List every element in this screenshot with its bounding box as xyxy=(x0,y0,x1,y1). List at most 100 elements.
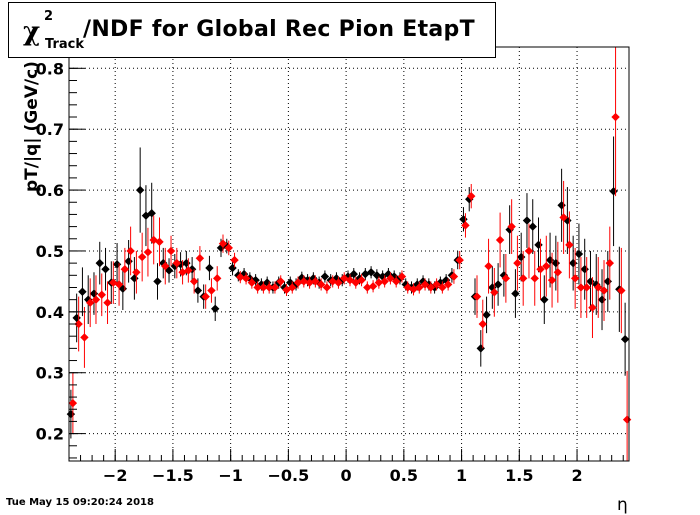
data-point xyxy=(334,278,343,287)
data-point xyxy=(565,240,574,250)
series-red xyxy=(68,47,632,461)
data-point xyxy=(594,283,603,292)
data-point xyxy=(605,258,614,268)
grid-lines xyxy=(69,47,629,461)
data-point xyxy=(540,295,549,304)
data-point xyxy=(568,258,578,268)
data-point xyxy=(461,221,470,230)
data-point xyxy=(443,280,453,289)
data-point xyxy=(68,398,78,408)
data-point xyxy=(363,283,372,292)
data-point xyxy=(467,191,476,201)
data-point xyxy=(95,258,104,268)
x-tick-label: −2 xyxy=(103,466,128,485)
chart-title-box: χ 2 Track /NDF for Global Rec Pion EtapT xyxy=(8,2,496,58)
data-point xyxy=(236,272,245,282)
data-point xyxy=(511,289,520,298)
data-point xyxy=(218,239,228,248)
axis-tick-labels: −2 −1.5 −1 −0.5 0 0.5 1 1.5 2 0.2 0.3 0.4 0.5 0.6 0.7 0… xyxy=(36,59,583,485)
data-point xyxy=(588,303,597,312)
x-tick-label: 1 xyxy=(456,466,467,485)
data-point xyxy=(103,298,112,307)
data-point xyxy=(135,185,145,195)
data-point xyxy=(516,252,526,262)
data-point xyxy=(357,275,366,285)
x-tick-label: 1.5 xyxy=(505,466,533,485)
y-tick-label: 0.8 xyxy=(36,59,64,78)
data-point xyxy=(112,260,122,269)
data-point xyxy=(420,280,430,289)
data-point xyxy=(415,283,424,292)
data-point xyxy=(311,277,320,286)
data-point xyxy=(320,272,330,281)
axis-ticks xyxy=(69,55,624,461)
data-point xyxy=(288,283,297,292)
data-point xyxy=(124,257,133,266)
data-point xyxy=(166,246,176,256)
data-point xyxy=(143,247,153,257)
data-point xyxy=(559,213,568,222)
data-point xyxy=(264,283,274,292)
data-point xyxy=(438,283,447,292)
data-point xyxy=(247,278,257,287)
plot-frame xyxy=(68,46,630,462)
data-point xyxy=(182,258,191,268)
data-point xyxy=(211,304,220,313)
data-point xyxy=(542,261,551,271)
chart-title: /NDF for Global Rec Pion EtapT xyxy=(83,17,475,42)
data-point xyxy=(230,255,239,265)
data-point xyxy=(316,280,326,289)
data-point xyxy=(603,277,612,286)
data-point xyxy=(91,295,101,304)
data-point xyxy=(322,283,332,292)
data-point xyxy=(147,209,156,218)
data-point xyxy=(501,274,511,283)
data-point xyxy=(184,266,193,275)
timestamp: Tue May 15 09:20:24 2018 xyxy=(6,497,154,508)
data-point xyxy=(557,201,566,210)
data-point xyxy=(97,290,106,299)
data-point xyxy=(224,243,233,253)
data-point xyxy=(259,283,268,292)
data-point xyxy=(386,274,395,283)
data-point xyxy=(609,187,618,196)
data-point xyxy=(207,286,216,295)
y-tick-label: 0.2 xyxy=(36,425,64,444)
data-point xyxy=(582,283,591,292)
data-point xyxy=(80,333,89,342)
y-tick-label: 0.3 xyxy=(36,364,64,383)
data-point xyxy=(213,274,222,283)
data-point xyxy=(74,319,83,329)
data-point xyxy=(397,272,407,281)
data-point xyxy=(368,282,378,291)
title-subscript: Track xyxy=(45,37,84,52)
data-point xyxy=(189,277,199,286)
data-point xyxy=(622,415,632,424)
data-point xyxy=(536,265,545,274)
data-point xyxy=(476,344,485,353)
data-point xyxy=(193,286,203,295)
data-point xyxy=(449,272,459,281)
data-point xyxy=(132,268,141,277)
data-point xyxy=(518,274,528,283)
data-point xyxy=(570,274,580,283)
y-tick-label: 0.6 xyxy=(36,181,64,200)
data-point xyxy=(513,258,522,268)
data-point xyxy=(380,277,389,286)
data-point xyxy=(553,268,563,277)
data-point xyxy=(126,246,135,256)
data-point xyxy=(155,237,164,247)
x-axis-label: η xyxy=(617,495,628,515)
data-point xyxy=(349,269,358,279)
data-point xyxy=(228,263,237,273)
data-point xyxy=(270,283,280,292)
data-point xyxy=(493,280,503,289)
data-point xyxy=(66,409,76,419)
data-point xyxy=(201,292,210,301)
data-point xyxy=(366,268,376,277)
data-point xyxy=(484,261,493,271)
data-point xyxy=(253,283,262,292)
data-point xyxy=(611,112,620,122)
data-markers xyxy=(66,47,632,461)
x-tick-label: −1.5 xyxy=(152,466,194,485)
